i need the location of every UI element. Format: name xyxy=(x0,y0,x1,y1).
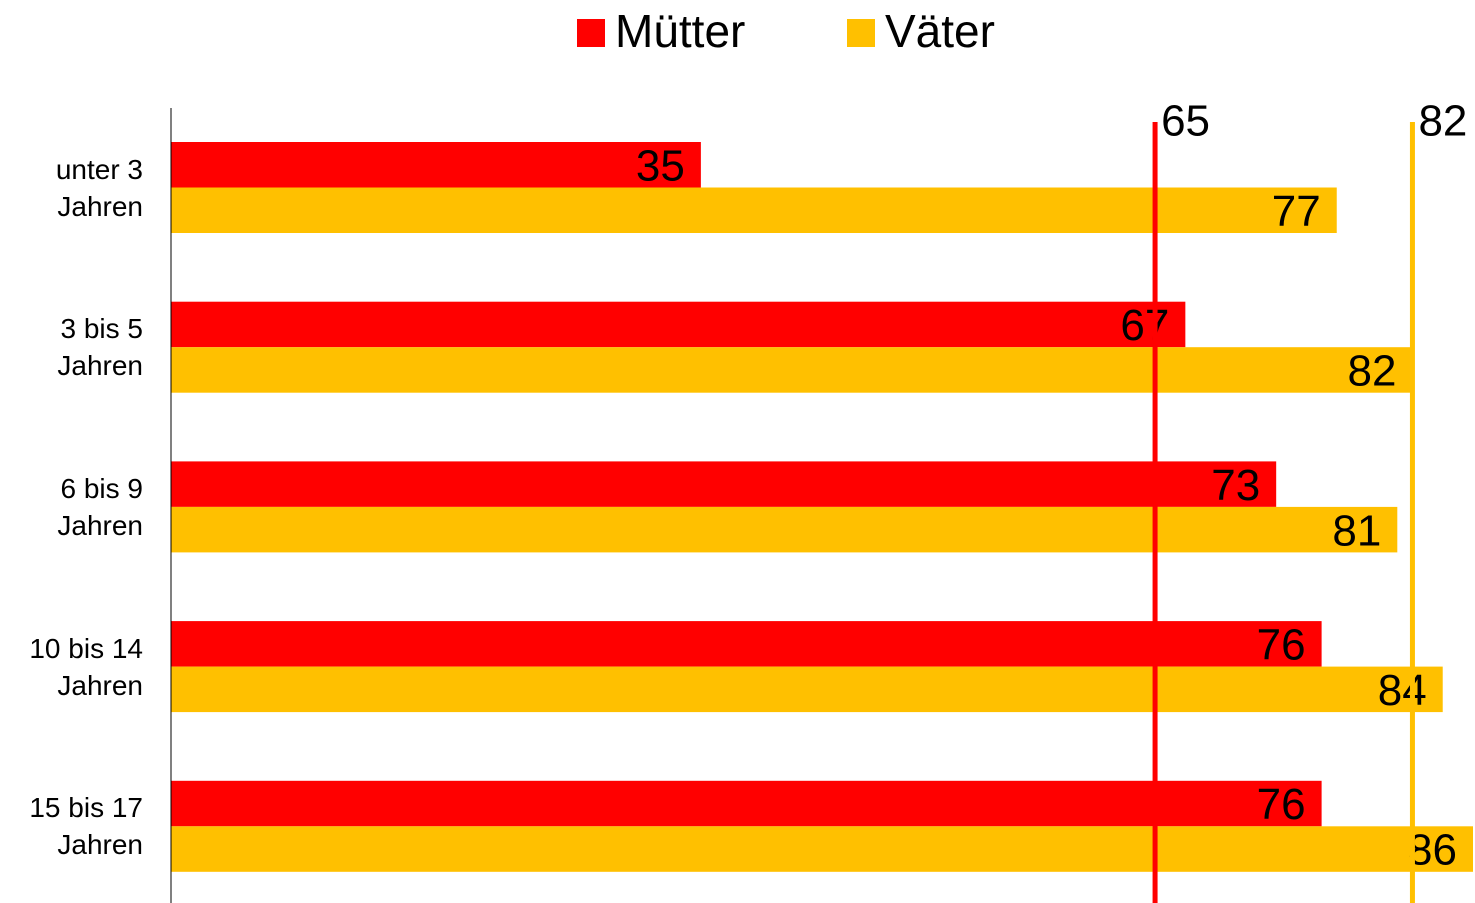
data-label: 84 xyxy=(1378,666,1427,715)
category-label: 10 bis 14 Jahren xyxy=(29,632,143,701)
bar xyxy=(171,826,1473,872)
bar xyxy=(171,187,1337,233)
bar xyxy=(171,301,1186,348)
bar xyxy=(171,506,1398,553)
category-label: 6 bis 9 Jahren xyxy=(57,472,143,541)
data-label: 86 xyxy=(1408,826,1457,875)
bar xyxy=(171,666,1443,713)
data-label: 67 xyxy=(1120,301,1169,350)
data-label: 76 xyxy=(1257,620,1306,669)
data-label: 35 xyxy=(636,141,685,190)
bar xyxy=(171,142,701,188)
reference-label: 65 xyxy=(1161,97,1210,146)
bar xyxy=(171,461,1277,507)
data-label: 73 xyxy=(1211,461,1260,510)
data-label: 82 xyxy=(1347,347,1396,396)
legend-label: Mütter xyxy=(615,5,745,57)
category-label: 3 bis 5 Jahren xyxy=(57,313,143,382)
data-label: 81 xyxy=(1332,506,1381,555)
legend-label: Väter xyxy=(885,5,995,57)
category-label: unter 3 Jahren xyxy=(55,153,143,222)
category-label: 15 bis 17 Jahren xyxy=(29,792,143,861)
legend-swatch xyxy=(577,19,605,47)
legend-swatch xyxy=(847,19,875,47)
data-label: 76 xyxy=(1257,780,1306,829)
bar xyxy=(171,780,1322,827)
bar xyxy=(171,347,1413,393)
reference-label: 82 xyxy=(1418,97,1467,146)
bar xyxy=(171,621,1322,667)
data-label: 77 xyxy=(1272,187,1321,236)
